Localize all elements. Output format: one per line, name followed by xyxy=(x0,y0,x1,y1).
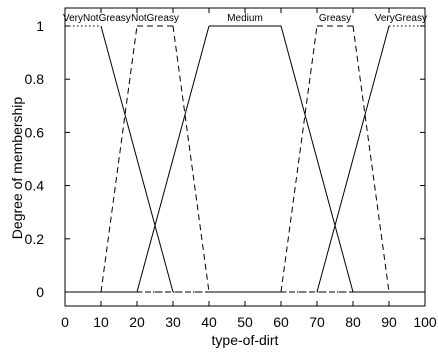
series-medium-segment xyxy=(136,25,210,293)
membership-label-very-greasy: VeryGreasy xyxy=(375,13,427,24)
x-tick-label: 90 xyxy=(381,314,397,330)
series-greasy-segment xyxy=(280,25,318,293)
series-very-not-greasy-segment xyxy=(100,25,174,293)
membership-label-greasy: Greasy xyxy=(319,13,351,24)
y-tick-label: 0.2 xyxy=(25,231,45,247)
x-tick-label: 100 xyxy=(413,314,437,330)
series-medium-segment xyxy=(280,25,354,293)
x-tick-label: 10 xyxy=(93,314,109,330)
x-tick-label: 40 xyxy=(201,314,217,330)
series-greasy-segment xyxy=(352,25,390,293)
x-tick-label: 80 xyxy=(345,314,361,330)
membership-label-not-greasy: NotGreasy xyxy=(131,13,179,24)
x-tick-label: 30 xyxy=(165,314,181,330)
x-axis-label: type-of-dirt xyxy=(212,332,279,348)
y-tick-label: 0 xyxy=(36,284,44,300)
membership-label-medium: Medium xyxy=(227,13,263,24)
y-tick-label: 0.4 xyxy=(25,178,45,194)
series-not-greasy-segment xyxy=(172,25,210,293)
series-not-greasy-segment xyxy=(100,25,138,293)
series-very-greasy-segment xyxy=(316,25,390,293)
x-tick-label: 50 xyxy=(237,314,253,330)
x-tick-label: 70 xyxy=(309,314,325,330)
x-tick-label: 60 xyxy=(273,314,289,330)
y-tick-label: 0.8 xyxy=(25,71,45,87)
x-tick-label: 0 xyxy=(61,314,69,330)
y-tick-label: 0.6 xyxy=(25,124,45,140)
membership-label-very-not-greasy: VeryNotGreasy xyxy=(63,13,131,24)
x-tick-label: 20 xyxy=(129,314,145,330)
y-tick-label: 1 xyxy=(36,18,44,34)
y-axis-label: Degree of membership xyxy=(9,97,25,240)
